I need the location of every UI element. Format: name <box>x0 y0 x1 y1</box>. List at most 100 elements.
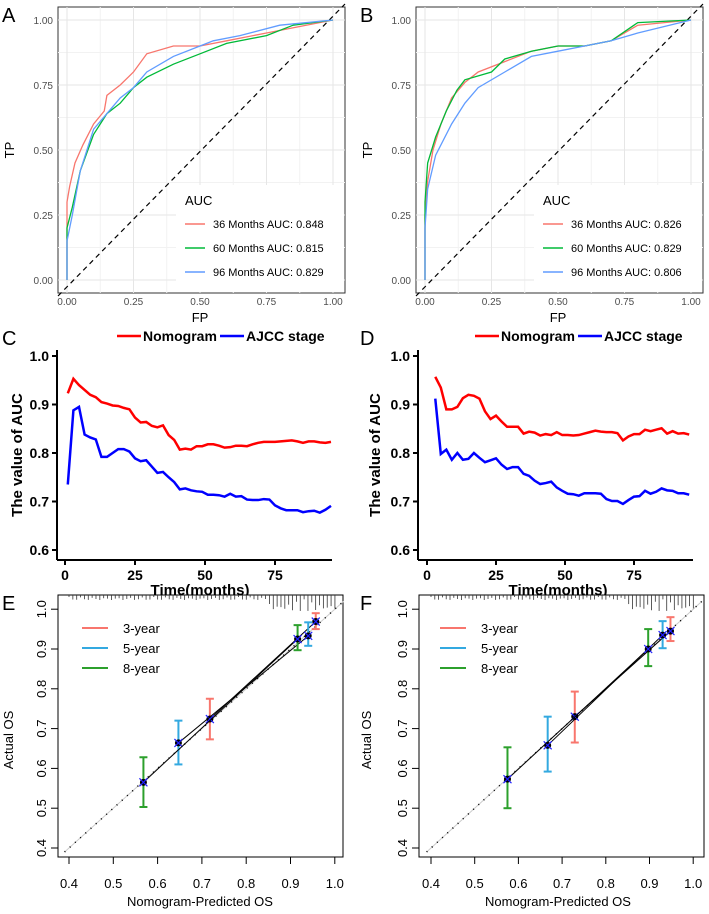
y-tick-label: 0.6 <box>395 759 410 777</box>
auc-panel-C <box>52 334 332 565</box>
roc-curve <box>66 19 334 280</box>
y-tick-label: 0.50 <box>34 146 54 157</box>
y-tick-label: 0.75 <box>34 81 54 92</box>
legend-box <box>534 185 702 292</box>
y-tick-label: 0.8 <box>34 680 49 698</box>
y-tick-label: 1.00 <box>392 16 412 27</box>
legend-label: 60 Months AUC: 0.829 <box>571 243 682 255</box>
legend-label: AJCC stage <box>246 328 325 344</box>
panel-letter: D <box>360 328 374 350</box>
x-tick-label: 0.8 <box>237 876 255 891</box>
auc-line <box>434 398 690 506</box>
x-tick-label: 25 <box>127 567 143 583</box>
y-tick-label: 0.50 <box>392 146 412 157</box>
legend-title: AUC <box>543 193 570 208</box>
calibration-line <box>507 648 649 780</box>
panel-letter: B <box>360 5 373 27</box>
x-axis-label: Nomogram-Predicted OS <box>127 894 273 909</box>
legend-label: 8-year <box>481 661 519 676</box>
x-tick-label: 1.00 <box>681 297 701 308</box>
legend-label: 8-year <box>123 661 161 676</box>
x-tick-label: 75 <box>267 567 283 583</box>
y-tick-label: 0.9 <box>34 640 49 658</box>
y-tick-label: 0.4 <box>395 839 410 857</box>
x-tick-label: 1.0 <box>326 876 344 891</box>
y-tick-label: 0.7 <box>395 720 410 738</box>
x-tick-label: 0.7 <box>553 876 571 891</box>
panel-letter: E <box>2 593 15 615</box>
y-tick-label: 0.7 <box>30 494 50 510</box>
y-tick-label: 0.7 <box>34 720 49 738</box>
plot-border <box>57 594 344 858</box>
x-tick-label: 0.9 <box>640 876 658 891</box>
x-tick-label: 0.50 <box>548 297 568 308</box>
x-tick-label: 75 <box>626 567 642 583</box>
x-tick-label: 0.7 <box>193 876 211 891</box>
x-axis-label: Nomogram-Predicted OS <box>485 894 631 909</box>
legend-label: 3-year <box>481 621 519 636</box>
x-tick-label: 0.25 <box>482 297 502 308</box>
bias-corrected-marker <box>205 714 215 724</box>
y-axis-label: The value of AUC <box>367 393 384 517</box>
y-tick-label: 1.0 <box>391 348 411 364</box>
y-axis-label: TP <box>2 142 17 159</box>
x-axis-label: FP <box>192 310 209 325</box>
x-tick-label: 0.6 <box>509 876 527 891</box>
x-tick-label: 0.00 <box>415 297 435 308</box>
legend-label: 96 Months AUC: 0.806 <box>571 267 682 279</box>
y-tick-label: 0.6 <box>30 542 50 558</box>
y-tick-label: 0.8 <box>30 445 50 461</box>
x-tick-label: 0.50 <box>190 297 210 308</box>
x-tick-label: 1.00 <box>323 297 343 308</box>
y-tick-label: 0.00 <box>34 276 54 287</box>
legend-label: AJCC stage <box>604 328 683 344</box>
legend-label: 36 Months AUC: 0.826 <box>571 219 682 231</box>
x-tick-label: 0.5 <box>104 876 122 891</box>
x-tick-label: 0 <box>61 567 69 583</box>
y-tick-label: 0.6 <box>34 759 49 777</box>
auc-line <box>66 376 332 451</box>
auc-line <box>66 404 332 515</box>
y-axis-label: The value of AUC <box>9 393 26 517</box>
y-tick-label: 0.9 <box>30 397 50 413</box>
y-tick-label: 0.9 <box>391 397 411 413</box>
calibration-panel-F <box>412 594 705 864</box>
x-tick-label: 0.8 <box>597 876 615 891</box>
y-axis-label: Actual OS <box>1 710 16 769</box>
x-tick-label: 0.4 <box>60 876 78 891</box>
roc-curve <box>66 19 334 280</box>
y-tick-label: 0.25 <box>34 211 54 222</box>
x-tick-label: 50 <box>197 567 213 583</box>
auc-line <box>434 376 690 443</box>
x-tick-label: 0.75 <box>257 297 277 308</box>
y-tick-label: 0.7 <box>391 494 411 510</box>
y-tick-label: 0.00 <box>392 276 412 287</box>
legend-label: 36 Months AUC: 0.848 <box>213 219 324 231</box>
x-tick-label: 0.6 <box>149 876 167 891</box>
y-tick-label: 0.4 <box>34 839 49 857</box>
legend-box <box>176 185 344 292</box>
panel-letter: A <box>2 5 16 27</box>
y-tick-label: 0.8 <box>395 680 410 698</box>
y-tick-label: 0.6 <box>391 542 411 558</box>
bias-corrected-marker <box>666 626 675 636</box>
bias-corrected-marker <box>658 630 668 640</box>
calibration-line <box>143 638 298 783</box>
x-tick-label: 0.25 <box>124 297 144 308</box>
roc-panel-A <box>57 3 346 297</box>
bias-corrected-marker <box>293 634 303 644</box>
x-tick-label: 50 <box>557 567 573 583</box>
x-axis-label: FP <box>550 310 567 325</box>
x-tick-label: 25 <box>488 567 504 583</box>
x-tick-label: 0.9 <box>281 876 299 891</box>
y-tick-label: 0.25 <box>392 211 412 222</box>
bias-corrected-marker <box>303 631 313 641</box>
panel-letter: C <box>2 328 16 350</box>
bias-corrected-marker <box>311 617 321 626</box>
legend-label: 5-year <box>123 641 161 656</box>
roc-panel-B <box>415 3 704 297</box>
bias-corrected-marker <box>138 777 148 787</box>
auc-panel-D <box>413 334 693 565</box>
